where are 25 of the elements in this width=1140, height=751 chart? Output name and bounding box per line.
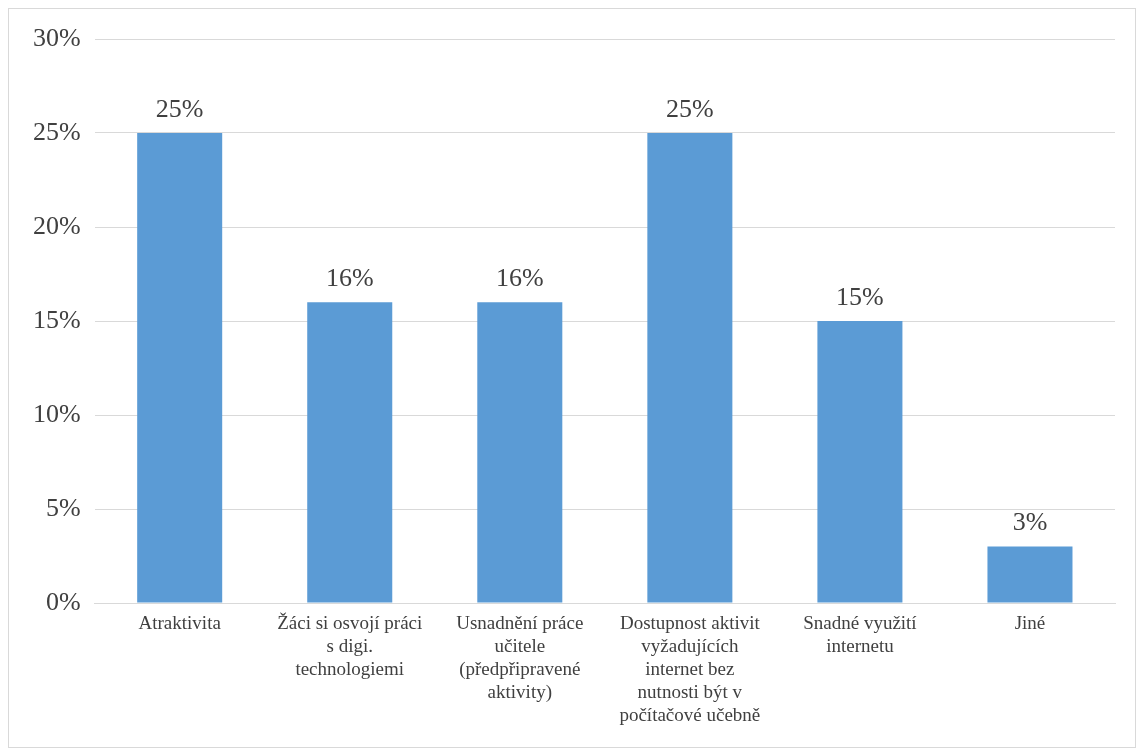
y-tick-label: 15% bbox=[32, 304, 81, 334]
y-tick-label: 5% bbox=[45, 492, 81, 522]
x-tick-label: Dostupnost aktivit vyžadujících internet bez nutnosti být v počítačové učebně bbox=[619, 612, 761, 725]
data-label: 16% bbox=[495, 263, 544, 293]
x-tick-label: Jiné bbox=[1014, 612, 1046, 634]
bar bbox=[817, 321, 903, 603]
y-tick-label: 20% bbox=[32, 210, 81, 240]
y-tick-label: 25% bbox=[32, 116, 81, 146]
x-tick-label: Atraktivita bbox=[138, 612, 222, 634]
data-label: 25% bbox=[155, 93, 204, 123]
bar bbox=[987, 546, 1073, 603]
bar bbox=[137, 133, 223, 603]
bar bbox=[307, 302, 393, 603]
data-label: 16% bbox=[325, 263, 374, 293]
x-tick-label: Snadné využití internetu bbox=[803, 612, 918, 657]
data-label: 3% bbox=[1012, 507, 1048, 537]
x-tick-label: Žáci si osvojí práci s digi. technologiemi bbox=[277, 612, 423, 679]
y-tick-label: 10% bbox=[32, 398, 81, 428]
data-label: 15% bbox=[836, 281, 884, 311]
bar bbox=[477, 302, 563, 603]
data-label: 25% bbox=[666, 93, 714, 123]
y-tick-label: 0% bbox=[45, 586, 81, 616]
y-tick-label: 30% bbox=[32, 22, 81, 52]
bar bbox=[647, 133, 733, 603]
x-tick-label: Usnadnění práce učitele (předpřipravené aktivity) bbox=[456, 612, 584, 703]
